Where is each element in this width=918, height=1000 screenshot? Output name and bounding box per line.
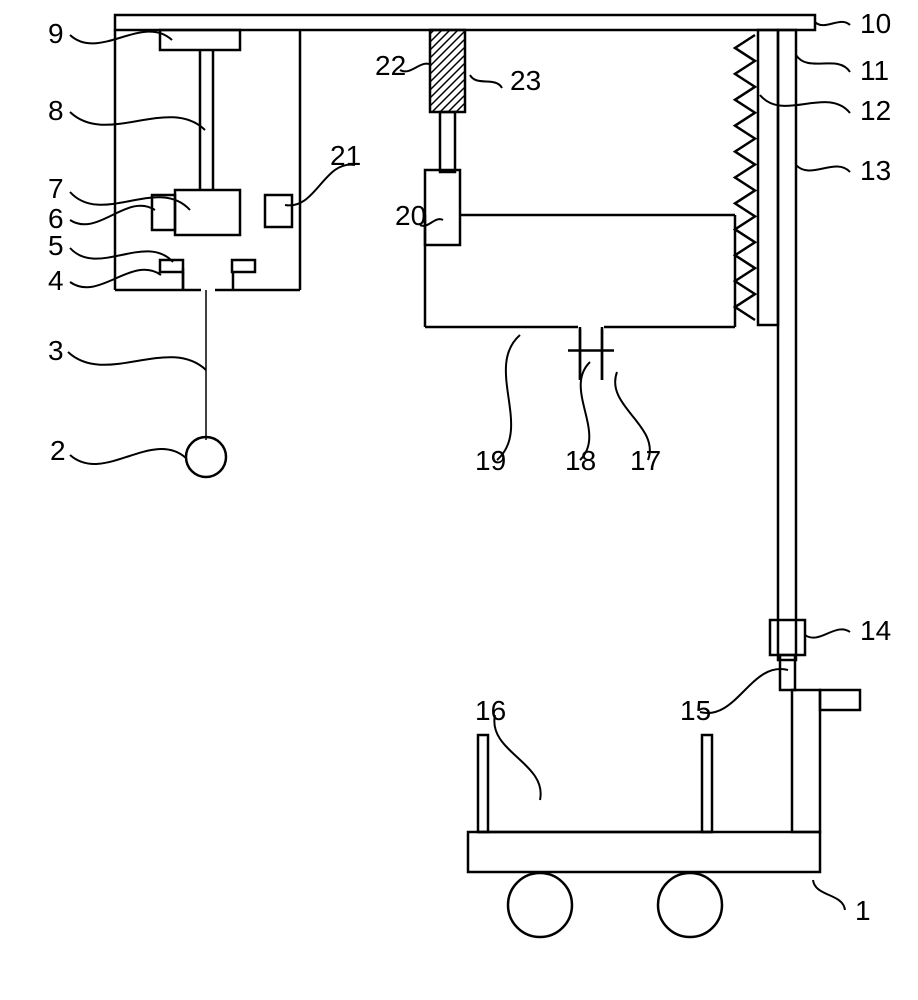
label-l4: 4 [48, 265, 64, 296]
label-l2: 2 [50, 435, 66, 466]
label-l9: 9 [48, 18, 64, 49]
label-l14: 14 [860, 615, 891, 646]
label-l7: 7 [48, 173, 64, 204]
label-l6: 6 [48, 203, 64, 234]
label-l22: 22 [375, 50, 406, 81]
label-l11: 11 [860, 55, 889, 86]
label-l20: 20 [395, 200, 426, 231]
label-l17: 17 [630, 445, 661, 476]
label-l21: 21 [330, 140, 361, 171]
label-l23: 23 [510, 65, 541, 96]
label-l1: 1 [855, 895, 871, 926]
label-l10: 10 [860, 8, 891, 39]
label-l13: 13 [860, 155, 891, 186]
label-l3: 3 [48, 335, 64, 366]
label-l16: 16 [475, 695, 506, 726]
labels: 1234567891011121314151617181920212223 [48, 8, 891, 926]
label-l8: 8 [48, 95, 64, 126]
leader-lines [68, 22, 850, 910]
label-l12: 12 [860, 95, 891, 126]
label-l15: 15 [680, 695, 711, 726]
label-l18: 18 [565, 445, 596, 476]
shapes [115, 15, 860, 937]
label-l19: 19 [475, 445, 506, 476]
label-l5: 5 [48, 230, 64, 261]
technical-diagram: 1234567891011121314151617181920212223 [0, 0, 918, 1000]
